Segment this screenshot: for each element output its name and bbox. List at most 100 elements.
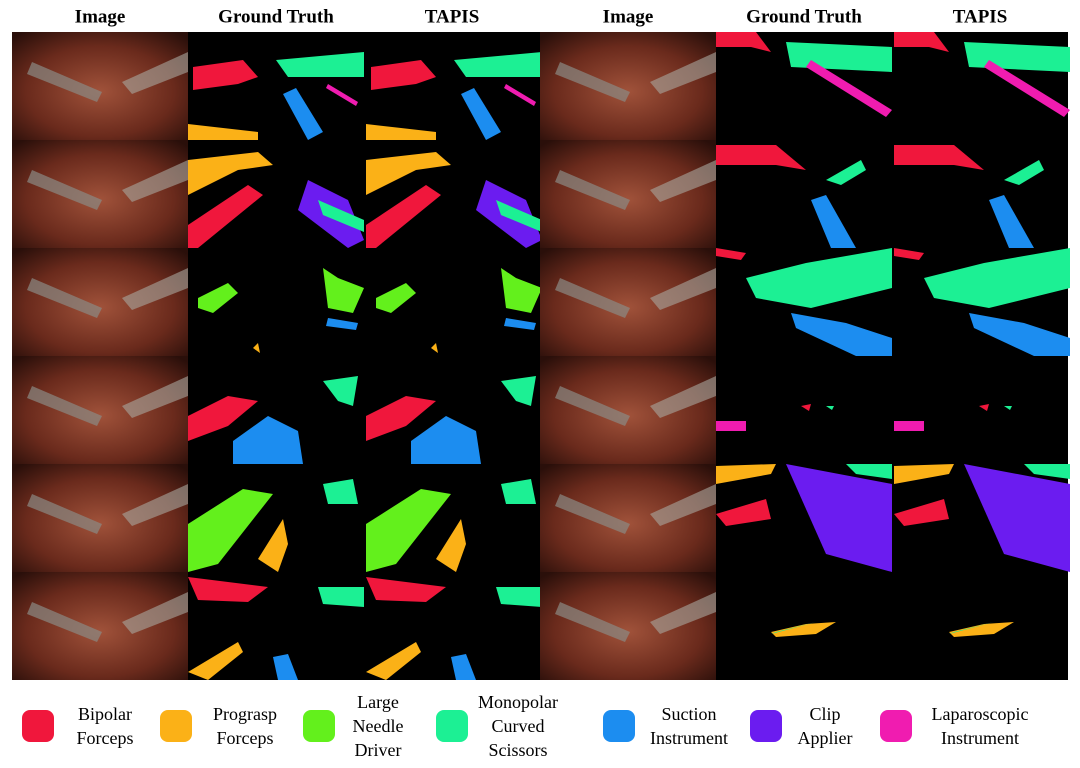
mask-region bbox=[366, 124, 436, 140]
surgical-image bbox=[12, 140, 188, 248]
mask-region bbox=[979, 404, 989, 411]
column-header: Ground Truth bbox=[746, 6, 862, 27]
mask-region bbox=[894, 499, 949, 526]
mask-region bbox=[924, 248, 1070, 308]
instrument bbox=[122, 592, 188, 634]
mask-region bbox=[496, 200, 542, 232]
surgical-image bbox=[540, 464, 716, 572]
legend-swatch bbox=[160, 710, 192, 742]
mask-region bbox=[318, 200, 364, 232]
surgical-image bbox=[12, 248, 188, 356]
mask-region bbox=[188, 396, 258, 441]
mask-region bbox=[1024, 464, 1070, 479]
surgical-image bbox=[12, 572, 188, 680]
legend-swatch bbox=[22, 710, 54, 742]
legend-swatch bbox=[303, 710, 335, 742]
mask-region bbox=[989, 195, 1034, 248]
mask-region bbox=[771, 622, 816, 634]
mask-region bbox=[826, 406, 834, 410]
mask-region bbox=[1004, 160, 1044, 185]
mask-region bbox=[326, 318, 358, 330]
instrument bbox=[555, 62, 630, 102]
instrument bbox=[555, 386, 630, 426]
instrument bbox=[122, 52, 188, 94]
legend-swatch bbox=[436, 710, 468, 742]
instrument bbox=[27, 62, 102, 102]
mask-region bbox=[366, 185, 441, 248]
mask-region bbox=[894, 421, 924, 431]
mask-region bbox=[811, 195, 856, 248]
mask-region bbox=[746, 248, 892, 308]
mask-region bbox=[894, 32, 949, 52]
surgical-image bbox=[540, 32, 716, 140]
mask-region bbox=[894, 248, 924, 260]
legend-label: Forceps bbox=[217, 728, 274, 748]
surgical-image bbox=[540, 140, 716, 248]
mask-region bbox=[786, 42, 892, 72]
mask-region bbox=[826, 160, 866, 185]
mask-region bbox=[964, 464, 1070, 572]
mask-region bbox=[894, 464, 954, 484]
mask-region bbox=[276, 52, 364, 77]
legend-label: Laparoscopic bbox=[932, 704, 1029, 724]
surgical-image bbox=[12, 464, 188, 572]
mask-region bbox=[371, 60, 436, 90]
mask-region bbox=[964, 42, 1070, 72]
mask-region bbox=[188, 124, 258, 140]
mask-region bbox=[791, 313, 892, 356]
mask-region bbox=[366, 577, 446, 602]
instrument bbox=[122, 268, 188, 310]
mask-region bbox=[366, 489, 451, 572]
mask-region bbox=[716, 464, 776, 484]
mask-region bbox=[846, 464, 892, 479]
legend-swatch bbox=[603, 710, 635, 742]
legend-label: Clip bbox=[809, 704, 840, 724]
mask-region bbox=[716, 421, 746, 431]
mask-region bbox=[504, 318, 536, 330]
column-header: Ground Truth bbox=[218, 6, 334, 27]
mask-region bbox=[188, 642, 243, 680]
legend-label: Suction bbox=[661, 704, 716, 724]
mask-region bbox=[716, 248, 746, 260]
column-header: TAPIS bbox=[953, 6, 1008, 27]
instrument bbox=[555, 278, 630, 318]
mask-region bbox=[193, 60, 258, 90]
mask-region bbox=[949, 622, 1014, 637]
legend-label: Instrument bbox=[650, 728, 728, 748]
legend-swatch bbox=[750, 710, 782, 742]
mask-region bbox=[436, 519, 466, 572]
legend-label: Applier bbox=[798, 728, 853, 748]
mask-region bbox=[366, 152, 451, 195]
mask-region bbox=[188, 577, 268, 602]
mask-region bbox=[366, 642, 421, 680]
mask-region bbox=[323, 479, 358, 504]
instrument bbox=[122, 376, 188, 418]
mask-region bbox=[326, 84, 358, 106]
surgical-image bbox=[540, 572, 716, 680]
instrument bbox=[555, 170, 630, 210]
mask-region bbox=[188, 185, 263, 248]
mask-region bbox=[501, 268, 542, 313]
mask-region bbox=[461, 88, 501, 140]
mask-region bbox=[504, 84, 536, 106]
legend-label: Bipolar bbox=[78, 704, 132, 724]
instrument bbox=[650, 268, 716, 310]
mask-region bbox=[366, 396, 436, 441]
mask-region bbox=[431, 343, 438, 353]
mask-region bbox=[496, 587, 542, 607]
mask-region bbox=[894, 145, 984, 170]
mask-region bbox=[323, 268, 364, 313]
legend-label: Curved bbox=[492, 716, 545, 736]
column-header: Image bbox=[603, 6, 654, 27]
mask-region bbox=[283, 88, 323, 140]
mask-region bbox=[501, 479, 536, 504]
mask-region bbox=[451, 654, 476, 680]
instrument bbox=[650, 592, 716, 634]
legend-label: Forceps bbox=[77, 728, 134, 748]
legend-swatch bbox=[880, 710, 912, 742]
mask-region bbox=[318, 587, 364, 607]
legend-label: Large bbox=[357, 692, 399, 712]
mask-region bbox=[786, 464, 892, 572]
mask-region bbox=[233, 416, 303, 464]
legend-label: Driver bbox=[355, 740, 402, 760]
